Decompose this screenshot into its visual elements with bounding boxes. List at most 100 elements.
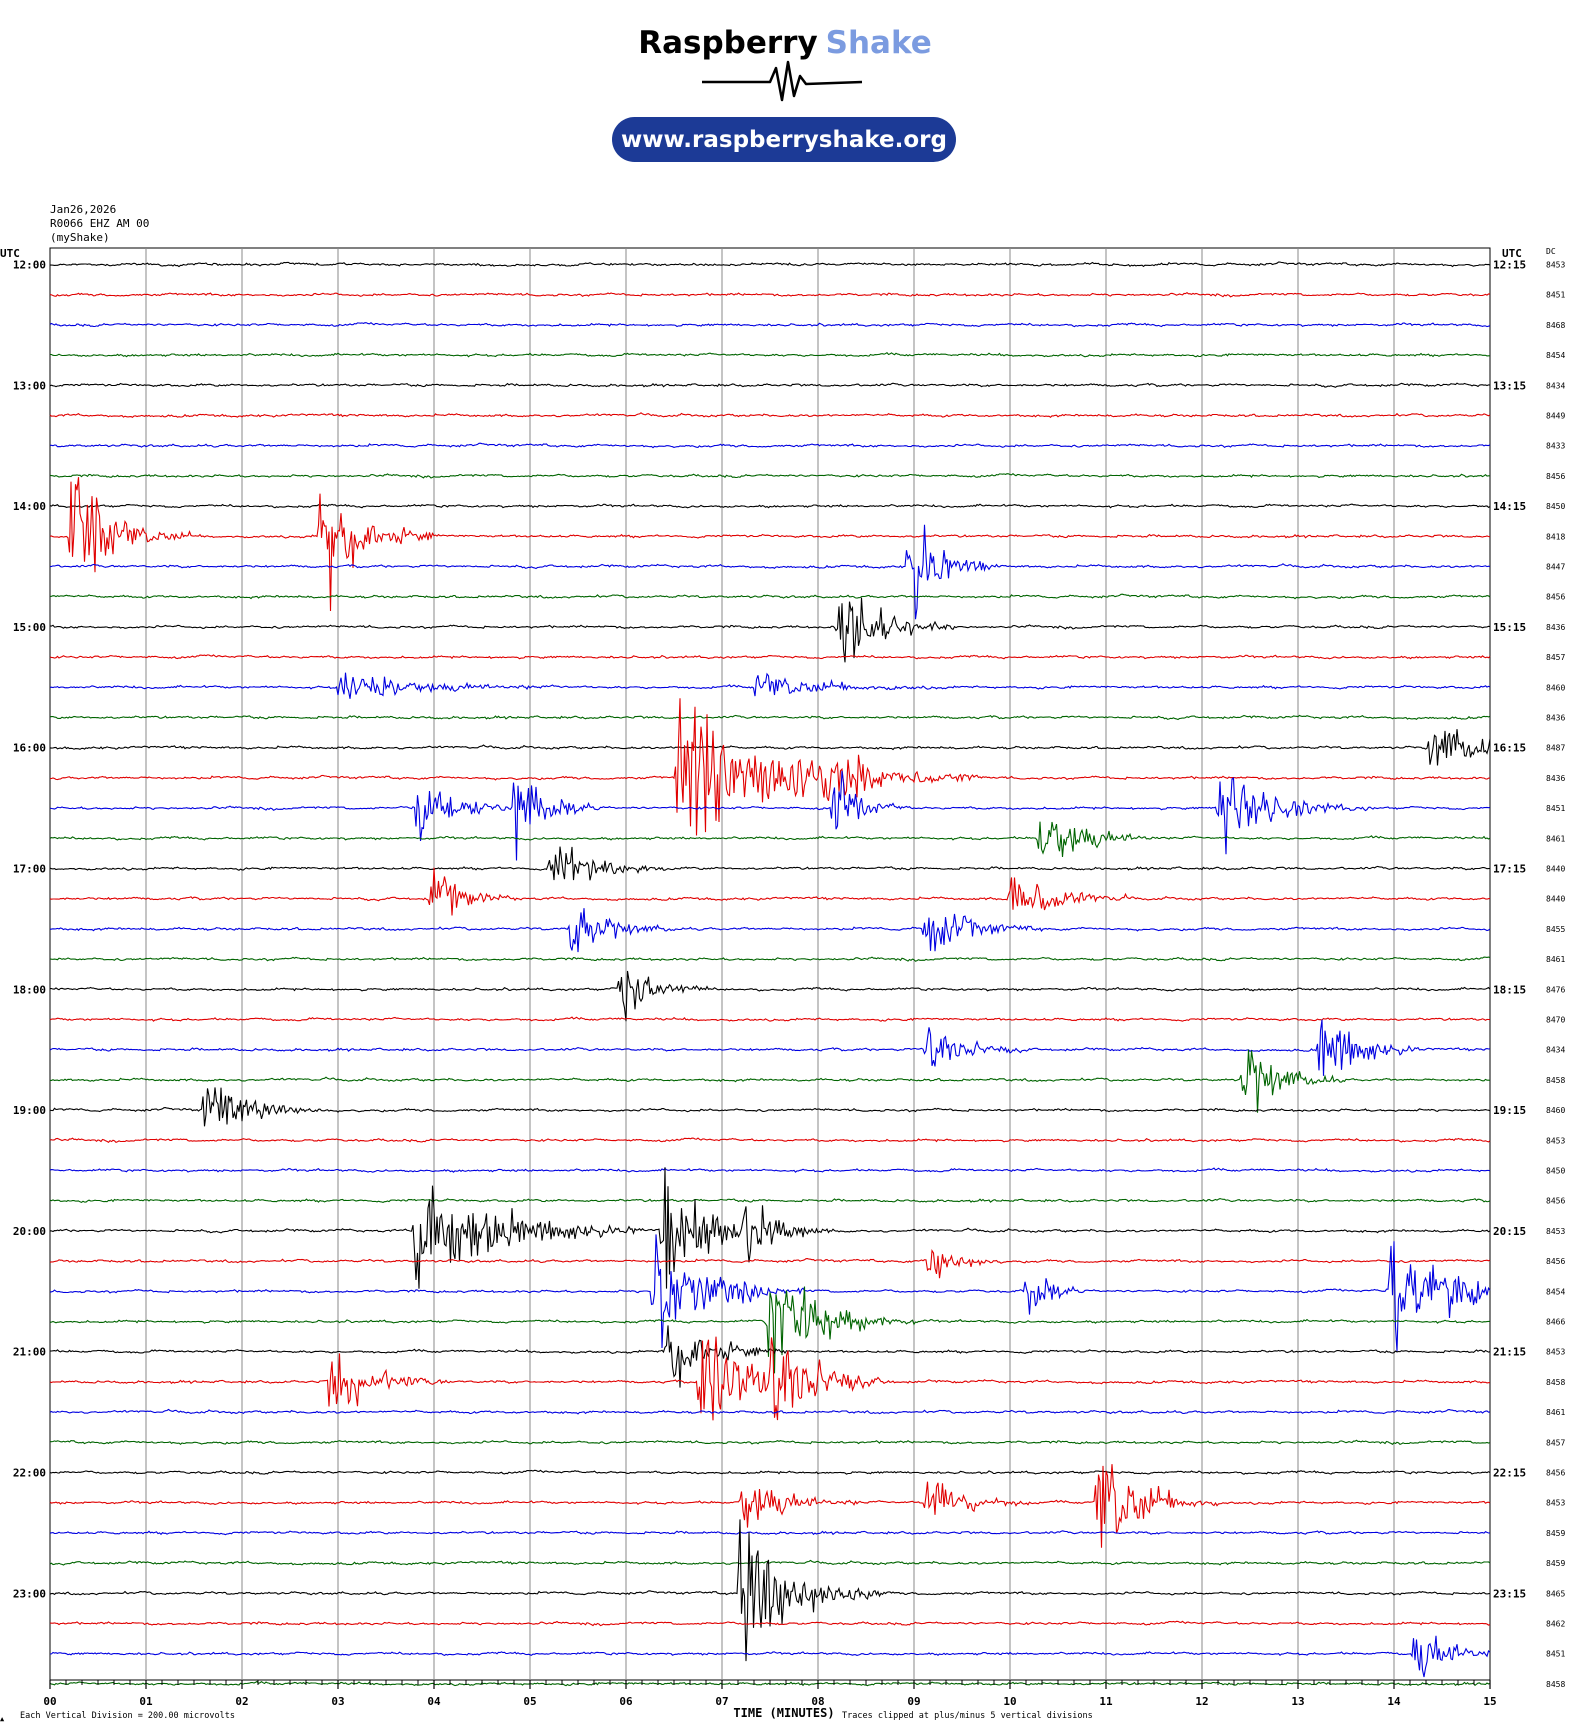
trace-row-6 xyxy=(50,442,1491,449)
dc-value: 8451 xyxy=(1546,291,1565,300)
dc-value: 8457 xyxy=(1546,1438,1565,1447)
trace-row-9 xyxy=(49,477,1491,612)
trace-row-38 xyxy=(49,1408,1491,1415)
trace-lines xyxy=(49,261,1491,1687)
helicorder-chart: 00 01 02 03 04 05 06 07 08 09 10 11 12 13 14 15 12:00 13… xyxy=(0,203,1565,1723)
hour-label-right: 17:15 xyxy=(1493,863,1526,876)
dc-value: 8453 xyxy=(1546,1348,1565,1357)
x-tick-label: 08 xyxy=(811,1695,824,1708)
footer-scale-note: Each Vertical Division = 200.00 microvol… xyxy=(20,1711,235,1721)
trace-row-35 xyxy=(49,1286,1490,1374)
trace-row-37 xyxy=(49,1336,1491,1421)
right-hour-labels: 12:15 13:15 14:15 15:15 16:15 17:15 18:15 19:15… xyxy=(1493,259,1526,1601)
hour-label-left: 22:00 xyxy=(13,1467,46,1480)
hour-label-right: 15:15 xyxy=(1493,621,1526,634)
header-station: R0066 EHZ AM 00 xyxy=(50,217,149,230)
website-url[interactable]: www.raspberryshake.org xyxy=(621,127,947,153)
x-tick-label: 07 xyxy=(715,1695,728,1708)
hour-label-right: 12:15 xyxy=(1493,259,1526,272)
x-axis-label: TIME (MINUTES) xyxy=(733,1706,834,1720)
dc-value: 8433 xyxy=(1546,442,1565,451)
dc-value: 8461 xyxy=(1546,1408,1565,1417)
dc-value: 8470 xyxy=(1546,1016,1565,1025)
x-axis-ticks: 00 01 02 03 04 05 06 07 08 09 10 11 12 13 14 15 xyxy=(43,1680,1497,1708)
footer-clip-note: Traces clipped at plus/minus 5 vertical … xyxy=(842,1711,1093,1721)
trace-row-28 xyxy=(49,1087,1491,1127)
header-date: Jan26,2026 xyxy=(50,203,116,216)
hour-label-right: 20:15 xyxy=(1493,1225,1526,1238)
trace-row-42 xyxy=(49,1530,1491,1536)
trace-row-12 xyxy=(49,597,1491,663)
hour-label-right: 14:15 xyxy=(1493,500,1526,513)
trace-row-30 xyxy=(49,1167,1491,1173)
dc-value: 8458 xyxy=(1546,1076,1565,1085)
raspberry-shake-logo: Raspberry Shake www.raspberryshake.org xyxy=(612,25,956,162)
dc-value: 8440 xyxy=(1546,895,1565,904)
dc-value: 8436 xyxy=(1546,623,1565,632)
dc-value: 8453 xyxy=(1546,261,1565,270)
trace-row-22 xyxy=(49,908,1491,953)
trace-row-43 xyxy=(49,1559,1491,1566)
logo-name-part2: Shake xyxy=(826,25,932,61)
dc-header-label: DC xyxy=(1546,247,1556,256)
dc-value: 8450 xyxy=(1546,1167,1565,1176)
dc-value: 8456 xyxy=(1546,1469,1565,1478)
trace-row-17 xyxy=(49,698,1491,836)
dc-value: 8453 xyxy=(1546,1227,1565,1236)
seismogram-wave-icon xyxy=(702,60,863,102)
dc-value: 8451 xyxy=(1546,1650,1565,1659)
trace-row-16 xyxy=(49,729,1491,766)
x-tick-label: 10 xyxy=(1003,1695,1016,1708)
trace-row-41 xyxy=(49,1464,1491,1548)
trace-row-36 xyxy=(49,1325,1491,1388)
hour-label-left: 20:00 xyxy=(13,1225,46,1238)
hour-label-left: 14:00 xyxy=(13,500,46,513)
utc-left-label: UTC xyxy=(0,247,20,260)
hour-label-right: 19:15 xyxy=(1493,1104,1526,1117)
trace-row-29 xyxy=(49,1137,1491,1144)
hour-label-left: 13:00 xyxy=(13,379,46,392)
trace-row-10 xyxy=(49,524,1491,620)
x-tick-label: 03 xyxy=(331,1695,344,1708)
dc-value: 8447 xyxy=(1546,563,1565,572)
hour-label-left: 15:00 xyxy=(13,621,46,634)
dc-value: 8456 xyxy=(1546,593,1565,602)
vertical-grid-lines xyxy=(145,248,1395,1680)
dc-value: 8449 xyxy=(1546,412,1565,421)
x-tick-label: 15 xyxy=(1483,1695,1496,1708)
x-tick-label: 13 xyxy=(1291,1695,1304,1708)
dc-value: 8455 xyxy=(1546,925,1565,934)
dc-value: 8461 xyxy=(1546,955,1565,964)
dc-value: 8462 xyxy=(1546,1620,1565,1629)
dc-value: 8476 xyxy=(1546,985,1565,994)
trace-row-25 xyxy=(49,1016,1491,1022)
x-tick-label: 01 xyxy=(139,1695,153,1708)
trace-row-1 xyxy=(49,292,1491,298)
dc-value: 8459 xyxy=(1546,1529,1565,1538)
hour-label-left: 12:00 xyxy=(13,259,46,272)
trace-row-20 xyxy=(49,846,1491,881)
website-pill[interactable] xyxy=(612,117,956,162)
dc-value: 8434 xyxy=(1546,381,1565,390)
trace-row-19 xyxy=(49,821,1491,858)
trace-row-39 xyxy=(50,1439,1491,1446)
hour-label-right: 18:15 xyxy=(1493,983,1526,996)
trace-row-2 xyxy=(49,322,1491,328)
trace-row-34 xyxy=(49,1234,1491,1352)
dc-value: 8454 xyxy=(1546,1287,1565,1296)
logo-title: Raspberry Shake xyxy=(638,25,932,61)
x-tick-label: 04 xyxy=(427,1695,441,1708)
dc-value: 8468 xyxy=(1546,321,1565,330)
dc-value: 8457 xyxy=(1546,653,1565,662)
dc-value: 8418 xyxy=(1546,532,1565,541)
dc-value: 8436 xyxy=(1546,774,1565,783)
dc-value: 8487 xyxy=(1546,744,1565,753)
hour-label-left: 17:00 xyxy=(13,863,46,876)
trace-row-23 xyxy=(49,956,1491,962)
hour-label-left: 21:00 xyxy=(13,1346,46,1359)
x-tick-label: 12 xyxy=(1195,1695,1208,1708)
header-source: (myShake) xyxy=(50,231,110,244)
trace-row-14 xyxy=(49,672,1491,699)
plot-border xyxy=(49,247,1491,1681)
hour-label-left: 19:00 xyxy=(13,1104,46,1117)
